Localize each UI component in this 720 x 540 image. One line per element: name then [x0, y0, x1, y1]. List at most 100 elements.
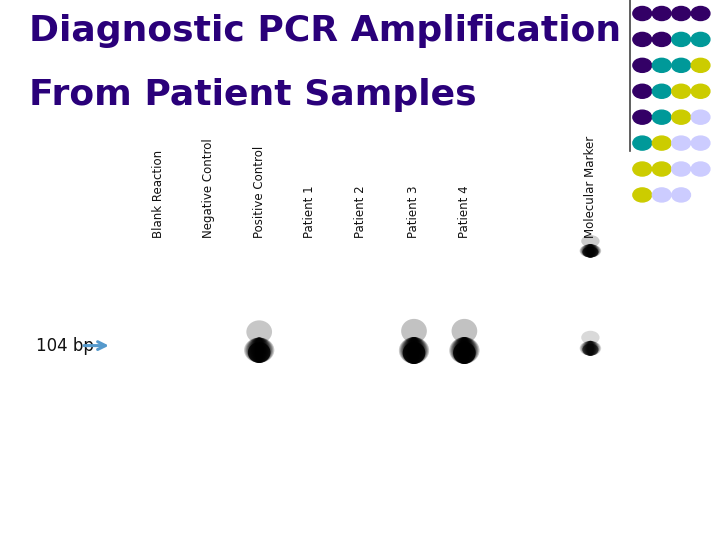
Ellipse shape: [249, 338, 269, 363]
Ellipse shape: [583, 244, 598, 258]
Ellipse shape: [248, 342, 271, 363]
Ellipse shape: [248, 338, 271, 363]
Ellipse shape: [582, 343, 598, 356]
Text: Negative Control: Negative Control: [202, 138, 215, 238]
Circle shape: [652, 188, 671, 202]
Ellipse shape: [585, 341, 596, 356]
Text: Blank Reaction: Blank Reaction: [152, 150, 165, 238]
Ellipse shape: [449, 337, 480, 364]
Ellipse shape: [451, 337, 477, 364]
Circle shape: [672, 32, 690, 46]
Ellipse shape: [410, 337, 418, 364]
Ellipse shape: [584, 341, 597, 356]
Ellipse shape: [246, 338, 272, 363]
Circle shape: [691, 6, 710, 21]
Ellipse shape: [581, 341, 600, 356]
Ellipse shape: [400, 337, 428, 364]
Ellipse shape: [457, 337, 472, 364]
Circle shape: [691, 162, 710, 176]
Ellipse shape: [584, 244, 597, 258]
Ellipse shape: [451, 337, 478, 364]
Ellipse shape: [404, 337, 424, 364]
Circle shape: [672, 136, 690, 150]
Ellipse shape: [453, 342, 476, 364]
Ellipse shape: [585, 341, 595, 356]
Ellipse shape: [251, 338, 267, 363]
Circle shape: [652, 58, 671, 72]
Text: Molecular Marker: Molecular Marker: [584, 136, 597, 238]
Ellipse shape: [405, 337, 423, 364]
Circle shape: [672, 110, 690, 124]
Ellipse shape: [401, 337, 427, 364]
Ellipse shape: [588, 341, 593, 356]
Text: Patient 4: Patient 4: [458, 185, 471, 238]
Text: Positive Control: Positive Control: [253, 145, 266, 238]
Ellipse shape: [581, 244, 600, 258]
Circle shape: [633, 136, 652, 150]
Circle shape: [633, 110, 652, 124]
Ellipse shape: [453, 337, 476, 364]
Circle shape: [691, 110, 710, 124]
Text: 104 bp: 104 bp: [36, 336, 94, 355]
Circle shape: [652, 84, 671, 98]
Text: Patient 3: Patient 3: [408, 185, 420, 238]
Ellipse shape: [246, 338, 273, 363]
Ellipse shape: [402, 342, 426, 364]
Ellipse shape: [580, 341, 601, 356]
Ellipse shape: [402, 337, 426, 364]
Ellipse shape: [454, 337, 474, 364]
Circle shape: [633, 6, 652, 21]
Ellipse shape: [580, 244, 600, 258]
Ellipse shape: [580, 244, 601, 258]
Ellipse shape: [583, 341, 598, 356]
Circle shape: [633, 188, 652, 202]
Circle shape: [691, 32, 710, 46]
Circle shape: [672, 58, 690, 72]
Ellipse shape: [585, 244, 595, 258]
Circle shape: [652, 6, 671, 21]
Ellipse shape: [582, 244, 599, 258]
Circle shape: [652, 162, 671, 176]
Circle shape: [672, 162, 690, 176]
Ellipse shape: [581, 330, 600, 345]
Ellipse shape: [586, 244, 595, 258]
Ellipse shape: [399, 337, 429, 364]
Circle shape: [691, 84, 710, 98]
Ellipse shape: [253, 338, 265, 363]
Circle shape: [691, 58, 710, 72]
Ellipse shape: [246, 320, 272, 343]
Ellipse shape: [250, 338, 269, 363]
Ellipse shape: [580, 341, 600, 356]
Ellipse shape: [455, 337, 474, 364]
Text: Patient 2: Patient 2: [354, 185, 366, 238]
Circle shape: [633, 84, 652, 98]
Circle shape: [633, 162, 652, 176]
Circle shape: [672, 188, 690, 202]
Ellipse shape: [582, 247, 598, 258]
Ellipse shape: [406, 337, 422, 364]
Ellipse shape: [252, 338, 266, 363]
Ellipse shape: [451, 319, 477, 343]
Ellipse shape: [586, 341, 595, 356]
Ellipse shape: [255, 338, 264, 363]
Text: From Patient Samples: From Patient Samples: [29, 78, 477, 112]
Ellipse shape: [456, 337, 472, 364]
Ellipse shape: [585, 244, 596, 258]
Circle shape: [672, 84, 690, 98]
Text: Diagnostic PCR Amplification: Diagnostic PCR Amplification: [29, 14, 621, 48]
Ellipse shape: [244, 338, 274, 363]
Circle shape: [652, 110, 671, 124]
Ellipse shape: [459, 337, 470, 364]
Ellipse shape: [401, 319, 427, 343]
Text: Patient 1: Patient 1: [303, 185, 316, 238]
Ellipse shape: [407, 337, 421, 364]
Ellipse shape: [408, 337, 420, 364]
Ellipse shape: [581, 235, 600, 247]
Circle shape: [652, 136, 671, 150]
Circle shape: [672, 6, 690, 21]
Ellipse shape: [582, 341, 599, 356]
Ellipse shape: [588, 244, 593, 258]
Circle shape: [691, 136, 710, 150]
Ellipse shape: [460, 337, 469, 364]
Circle shape: [633, 32, 652, 46]
